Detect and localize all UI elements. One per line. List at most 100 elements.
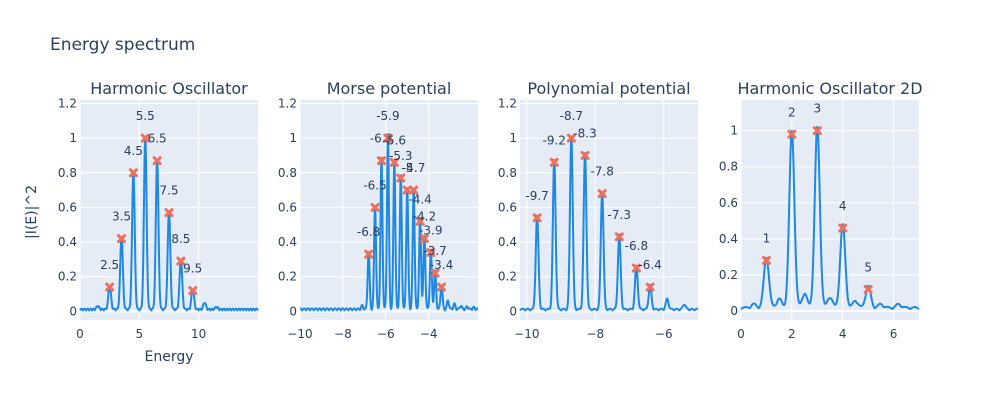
figure-title: Energy spectrum — [50, 35, 195, 55]
marker-cross — [370, 202, 380, 212]
peak-label: 5.5 — [136, 109, 155, 123]
y-tick-label: 1 — [289, 131, 297, 145]
plot-background — [520, 100, 698, 320]
marker-cross — [430, 268, 440, 278]
peak-marker — [566, 133, 576, 143]
peak-marker — [549, 157, 559, 167]
y-tick-label: 1.2 — [278, 96, 297, 110]
peak-marker — [631, 263, 641, 273]
y-tick-label: 1.2 — [498, 96, 517, 110]
y-tick-label: 0.6 — [719, 196, 738, 210]
x-axis-title: Energy — [144, 349, 193, 365]
peak-label: 3.5 — [112, 210, 131, 224]
peak-label: -8.7 — [560, 109, 583, 123]
peak-label: -4.7 — [402, 161, 425, 175]
y-tick-label: 0.8 — [498, 166, 517, 180]
marker-cross — [580, 150, 590, 160]
x-tick-label: −8 — [586, 327, 604, 341]
peak-label: -5 — [401, 161, 413, 175]
marker-cross — [614, 232, 624, 242]
y-tick-label: 0.4 — [278, 235, 297, 249]
marker-cross — [761, 255, 771, 265]
peak-marker — [645, 282, 655, 292]
y-tick-label: 0.4 — [719, 232, 738, 246]
x-tick-label: 0 — [76, 327, 84, 341]
peak-marker — [614, 232, 624, 242]
marker-cross — [389, 157, 399, 167]
peak-marker — [140, 133, 150, 143]
subplot-4: 0 0.2 0.4 0.6 0.8 1 0 2 4 6 Harmonic Oscillator 2D… — [719, 79, 923, 341]
marker-cross — [140, 133, 150, 143]
subplot-1: 0 0.2 0.4 0.6 0.8 1 1.2 0 5 10 Harmonic Oscillator… — [58, 79, 259, 365]
marker-cross — [128, 168, 138, 178]
y-tick-label: 1 — [69, 131, 77, 145]
peak-label: -6.8 — [357, 225, 380, 239]
marker-cross — [117, 234, 127, 244]
peak-label: 2.5 — [100, 258, 119, 272]
peak-marker — [389, 157, 399, 167]
marker-cross — [383, 133, 393, 143]
marker-cross — [549, 157, 559, 167]
peak-label: -9.2 — [543, 133, 566, 147]
marker-cross — [105, 282, 115, 292]
peak-marker — [761, 255, 771, 265]
peak-label: 4 — [839, 199, 847, 213]
x-tick-label: −8 — [334, 327, 352, 341]
y-tick-label: 0.2 — [58, 270, 77, 284]
spectrum-line — [740, 125, 920, 311]
marker-cross — [409, 185, 419, 195]
x-tick-label: −4 — [420, 327, 438, 341]
x-tick-label: 6 — [890, 327, 898, 341]
peak-label: 4.5 — [124, 144, 143, 158]
peak-marker — [426, 247, 436, 257]
peak-marker — [402, 185, 412, 195]
peak-marker — [409, 185, 419, 195]
peak-marker — [787, 129, 797, 139]
x-tick-label: 4 — [839, 327, 847, 341]
marker-cross — [419, 234, 429, 244]
subplot-title: Harmonic Oscillator — [90, 79, 248, 98]
peak-label: -8.3 — [573, 126, 596, 140]
marker-cross — [838, 223, 848, 233]
peak-label: -4.2 — [413, 210, 436, 224]
marker-cross — [176, 256, 186, 266]
marker-cross — [415, 216, 425, 226]
spectrum-line — [299, 135, 479, 312]
peak-label: -7.8 — [590, 165, 613, 179]
peak-marker — [176, 256, 186, 266]
peak-label: -5.3 — [389, 149, 412, 163]
y-tick-label: 0 — [69, 304, 77, 318]
peak-marker — [812, 126, 822, 136]
peak-label: -5.9 — [376, 109, 399, 123]
y-tick-label: 0.4 — [498, 235, 517, 249]
x-tick-label: −10 — [287, 327, 312, 341]
subplot-3: 0 0.2 0.4 0.6 0.8 1 1.2 −10 −8 −6 Polynomial poten… — [498, 79, 699, 341]
peak-marker — [128, 168, 138, 178]
marker-cross — [402, 185, 412, 195]
marker-cross — [787, 129, 797, 139]
y-tick-label: 0 — [509, 304, 517, 318]
peak-marker — [597, 189, 607, 199]
marker-cross — [812, 126, 822, 136]
y-axis-title: |I(E)|^2 — [24, 185, 40, 239]
marker-cross — [863, 284, 873, 294]
marker-cross — [597, 189, 607, 199]
spectrum-line — [519, 136, 699, 312]
y-tick-label: 0.6 — [58, 200, 77, 214]
y-tick-label: 0.2 — [278, 270, 297, 284]
x-tick-label: 2 — [788, 327, 796, 341]
peak-label: -5.6 — [383, 133, 406, 147]
peak-label: -6.8 — [625, 239, 648, 253]
peak-label: 6.5 — [148, 132, 167, 146]
y-tick-label: 0.6 — [278, 200, 297, 214]
peak-marker — [532, 213, 542, 223]
peak-marker — [383, 133, 393, 143]
peak-label: 9.5 — [183, 262, 202, 276]
marker-cross — [645, 282, 655, 292]
peak-marker — [430, 268, 440, 278]
peak-marker — [838, 223, 848, 233]
y-tick-label: 0 — [730, 304, 738, 318]
peak-marker — [396, 173, 406, 183]
